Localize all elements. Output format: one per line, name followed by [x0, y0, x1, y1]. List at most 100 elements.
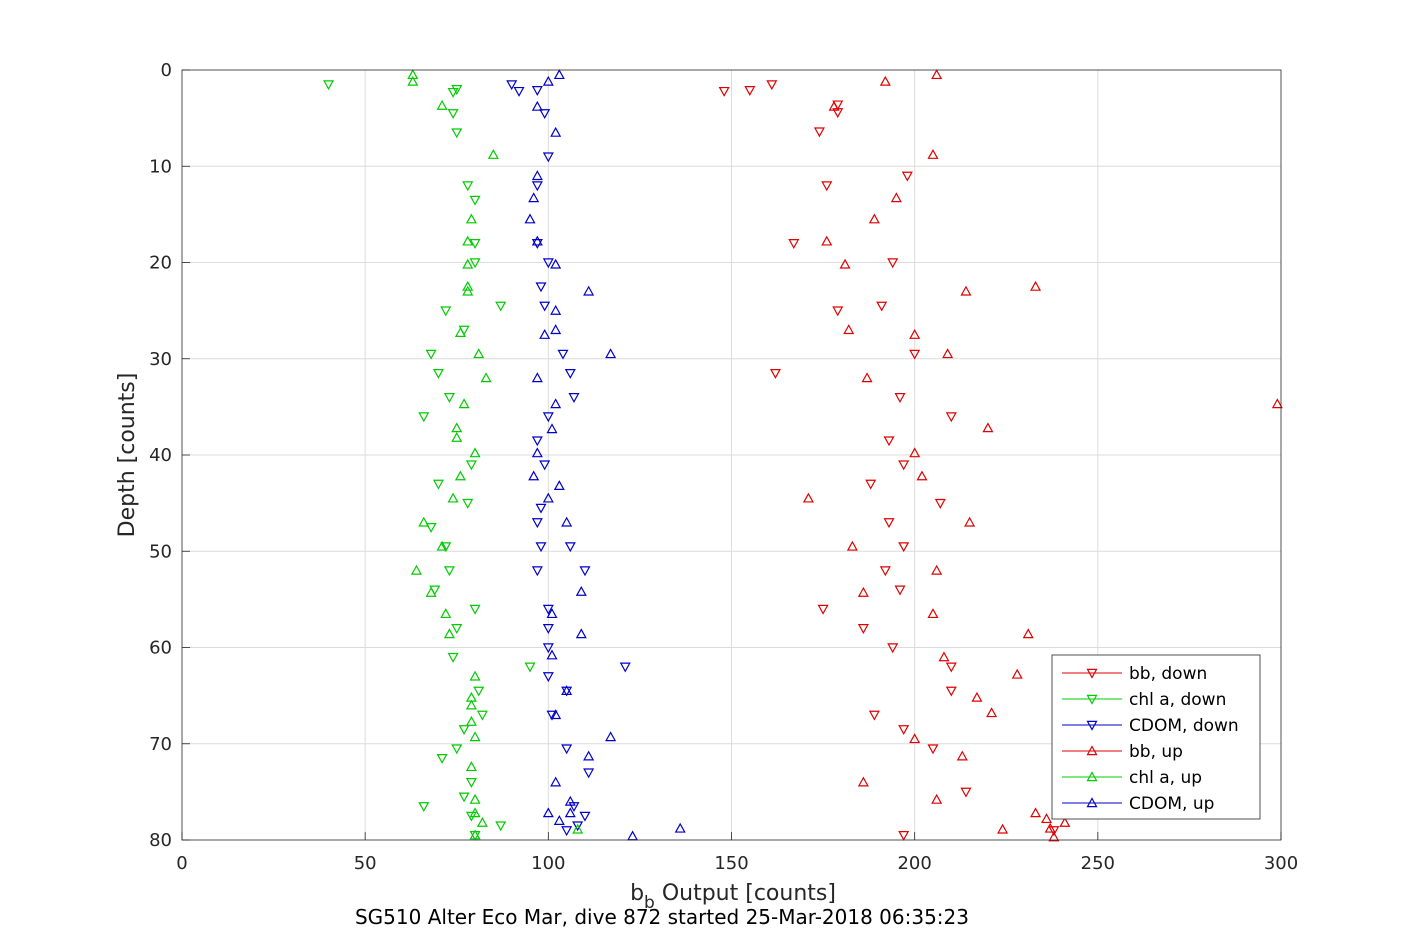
marker-cdom-down — [572, 821, 584, 832]
marker-cdom-up — [531, 170, 543, 181]
marker-bb-up — [843, 324, 855, 335]
legend-label: CDOM, up — [1129, 794, 1214, 814]
marker-cdom-up — [550, 709, 562, 720]
legend-label: bb, up — [1129, 742, 1183, 762]
marker-chl-a-up — [465, 715, 477, 726]
marker-cdom-up — [546, 649, 558, 660]
legend-label: bb, down — [1129, 664, 1207, 684]
ticks: 0 50 100 150 200 250 300 0 10 20 30 40 50 60 70 80 — [149, 60, 1298, 874]
marker-chl-a-up — [465, 213, 477, 224]
marker-cdom-down — [542, 604, 554, 615]
marker-bb-up — [964, 516, 976, 527]
y-tick-label: 60 — [149, 638, 172, 659]
marker-cdom-down — [542, 152, 554, 163]
y-tick-label: 40 — [149, 445, 172, 466]
marker-cdom-up — [550, 304, 562, 315]
marker-chl-a-up — [454, 470, 466, 481]
marker-chl-a-up — [418, 516, 430, 527]
marker-cdom-down — [546, 710, 558, 721]
marker-cdom-down — [557, 349, 569, 360]
marker-bb-up — [927, 608, 939, 619]
marker-bb-up — [1030, 280, 1042, 291]
marker-chl-a-up — [465, 761, 477, 772]
marker-cdom-up — [539, 328, 551, 339]
marker-cdom-down — [531, 181, 543, 192]
legend: bb, down chl a, down CDOM, down bb, up chl a… — [1051, 654, 1261, 820]
legend-marker — [1086, 720, 1098, 731]
marker-bb-down — [788, 239, 800, 249]
marker-bb-up — [982, 422, 994, 433]
marker-chl-a-up — [476, 816, 488, 827]
marker-bb-up — [938, 651, 950, 662]
marker-bb-up — [828, 100, 840, 111]
marker-bb-up — [931, 564, 943, 575]
marker-bb-down — [934, 498, 946, 509]
marker-chl-a-up — [462, 258, 474, 269]
marker-chl-a-up — [462, 235, 474, 246]
y-tick-label: 30 — [149, 349, 172, 370]
marker-chl-a-down — [323, 80, 335, 91]
marker-chl-a-up — [458, 398, 470, 409]
marker-bb-up — [1044, 822, 1056, 833]
marker-chl-a-down — [458, 725, 470, 736]
legend-marker — [1086, 797, 1098, 808]
marker-chl-a-up — [469, 447, 481, 458]
marker-bb-up — [909, 733, 921, 744]
marker-chl-a-down — [462, 498, 474, 509]
marker-cdom-down — [531, 518, 543, 529]
marker-cdom-down — [619, 662, 631, 673]
marker-chl-a-down — [469, 258, 481, 269]
marker-cdom-down — [542, 672, 554, 683]
marker-chl-a-down — [469, 239, 481, 249]
marker-bb-down — [887, 643, 899, 654]
marker-cdom-down — [542, 624, 554, 634]
marker-cdom-down — [539, 109, 551, 120]
marker-chl-a-down — [469, 195, 481, 206]
marker-chl-a-up — [462, 280, 474, 291]
x-tick-label: 300 — [1264, 853, 1298, 874]
marker-bb-down — [718, 86, 730, 97]
marker-cdom-up — [528, 470, 540, 481]
marker-chl-a-up — [407, 75, 419, 86]
x-tick-label: 150 — [714, 853, 748, 874]
marker-bb-up — [821, 235, 833, 246]
data-markers — [323, 69, 1283, 842]
marker-chl-a-down — [443, 566, 455, 577]
marker-bb-up — [879, 75, 891, 86]
legend-label: CDOM, down — [1129, 716, 1239, 736]
marker-bb-down — [909, 349, 921, 360]
marker-cdom-up — [605, 731, 617, 742]
x-axis-label: bb Output [counts] — [630, 881, 836, 913]
marker-cdom-up — [542, 807, 554, 818]
marker-chl-a-down — [418, 412, 430, 423]
marker-cdom-down — [542, 258, 554, 269]
marker-bb-up — [997, 823, 1009, 834]
marker-chl-a-down — [447, 109, 459, 120]
marker-bb-down — [865, 479, 877, 490]
marker-bb-up — [1022, 628, 1034, 639]
marker-chl-a-down — [495, 821, 507, 832]
marker-cdom-up — [550, 776, 562, 787]
marker-bb-up — [890, 192, 902, 203]
marker-bb-up — [931, 793, 943, 804]
marker-chl-a-up — [469, 793, 481, 804]
marker-chl-a-up — [473, 348, 485, 359]
marker-cdom-up — [531, 235, 543, 246]
marker-cdom-down — [535, 282, 547, 293]
marker-bb-down — [879, 566, 891, 577]
marker-bb-down — [894, 393, 906, 403]
marker-bb-down — [876, 301, 888, 312]
marker-cdom-down — [539, 460, 551, 471]
marker-chl-a-down — [458, 792, 470, 803]
marker-cdom-down — [564, 368, 576, 379]
marker-chl-a-up — [447, 492, 459, 503]
y-tick-label: 80 — [149, 830, 172, 851]
marker-cdom-down — [564, 542, 576, 553]
marker-bb-down — [813, 127, 825, 138]
marker-cdom-up — [561, 516, 573, 527]
marker-chl-a-down — [451, 744, 463, 755]
marker-chl-a-down — [418, 802, 430, 813]
marker-chl-a-down — [451, 624, 463, 634]
marker-bb-up — [1041, 813, 1053, 824]
marker-bb-up — [802, 492, 814, 503]
